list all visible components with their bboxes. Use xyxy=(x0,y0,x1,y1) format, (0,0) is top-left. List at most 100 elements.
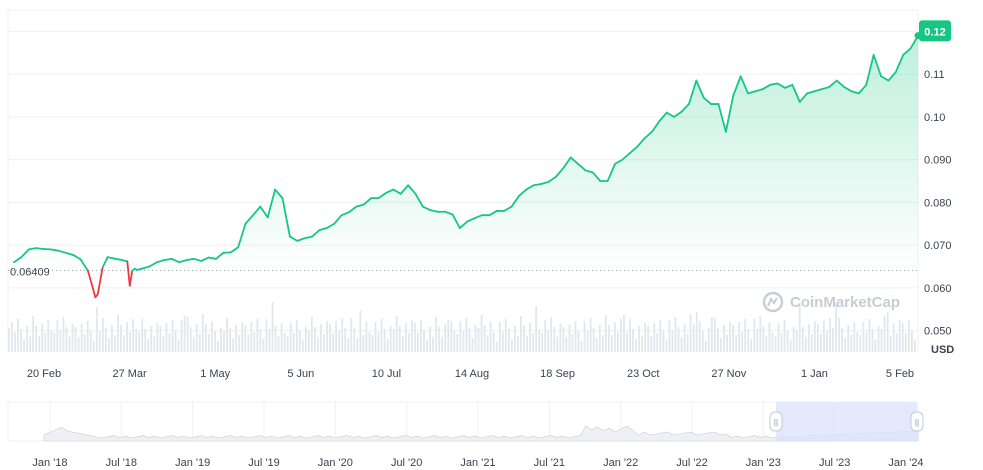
volume-bar xyxy=(526,336,528,352)
volume-bar xyxy=(904,333,907,352)
price-segment xyxy=(673,110,683,118)
price-segment xyxy=(761,83,772,90)
price-segment xyxy=(35,247,45,250)
price-segment xyxy=(274,188,284,200)
volume-bar xyxy=(750,339,753,352)
volume-bar xyxy=(620,319,622,352)
price-segment xyxy=(525,184,535,191)
price-segment xyxy=(57,249,67,254)
volume-bar xyxy=(547,330,550,352)
price-segment xyxy=(229,246,240,254)
price-segment xyxy=(451,213,461,229)
navigator-x-label: Jul '23 xyxy=(819,457,850,469)
x-tick-label: 27 Nov xyxy=(711,368,746,380)
volume-bar xyxy=(41,323,44,352)
volume-bar xyxy=(535,306,538,352)
volume-bar xyxy=(574,321,577,352)
volume-bar xyxy=(913,340,916,352)
last-price-tag-background xyxy=(919,20,951,42)
volume-bar xyxy=(562,327,565,352)
price-segment xyxy=(651,120,661,133)
volume-bar xyxy=(220,328,222,352)
volume-bar xyxy=(371,335,374,352)
price-segment xyxy=(628,145,639,155)
volume-bar xyxy=(98,331,101,352)
volume-bar xyxy=(510,339,513,352)
volume-bar xyxy=(129,332,131,352)
price-segment xyxy=(724,94,735,133)
range-navigator[interactable]: || || Jan '18 Jul '18 Jan '19 Jul '19 Jan '2… xyxy=(7,401,924,469)
volume-bar xyxy=(117,315,119,352)
y-tick-label: 0.10 xyxy=(924,112,945,124)
volume-bar xyxy=(120,325,122,352)
volume-bar xyxy=(359,311,362,352)
volume-bar xyxy=(880,329,883,352)
price-segment xyxy=(798,92,809,103)
volume-bar xyxy=(274,326,277,352)
volume-bar xyxy=(123,335,125,352)
volume-bar xyxy=(341,318,344,352)
volume-bar xyxy=(247,335,250,352)
volume-bar xyxy=(74,327,77,352)
volume-bar xyxy=(647,326,650,352)
price-segment xyxy=(806,90,816,95)
volume-bar xyxy=(683,324,686,352)
volume-bar xyxy=(662,330,665,352)
volume-bar xyxy=(89,331,92,352)
price-segment xyxy=(237,222,247,249)
volume-bar xyxy=(410,320,413,352)
volume-bar xyxy=(489,322,492,352)
volume-bar xyxy=(689,314,692,352)
volume-bar xyxy=(665,340,668,352)
volume-bar xyxy=(195,324,198,352)
price-segment xyxy=(739,75,749,95)
volume-bar xyxy=(707,328,710,352)
navigator-left-handle[interactable]: || xyxy=(769,411,783,432)
volume-bar xyxy=(798,303,801,352)
x-tick-label: 1 May xyxy=(200,368,230,380)
volume-bar xyxy=(459,321,462,352)
volume-bar xyxy=(292,333,295,352)
left-handle-grip-icon: || xyxy=(774,418,778,427)
volume-bar xyxy=(447,320,450,352)
volume-bar xyxy=(568,324,571,352)
volume-bar xyxy=(595,338,598,352)
volume-bar xyxy=(544,320,547,352)
price-segment xyxy=(784,83,794,89)
volume-bar xyxy=(356,338,359,352)
volume-bar xyxy=(180,320,183,352)
volume-bar xyxy=(541,333,544,352)
volume-bar xyxy=(177,340,180,352)
volume-bar xyxy=(235,325,238,352)
x-tick-label: 5 Jun xyxy=(287,368,314,380)
navigator-selection[interactable] xyxy=(776,402,917,441)
volume-bar xyxy=(298,330,301,352)
volume-bar xyxy=(565,337,568,352)
price-segment xyxy=(658,111,668,123)
price-segment xyxy=(887,71,897,82)
volume-bar xyxy=(780,333,783,352)
price-segment xyxy=(114,257,124,261)
volume-bar xyxy=(910,330,913,352)
volume-bar xyxy=(817,324,819,352)
volume-bar xyxy=(644,323,647,352)
volume-bar xyxy=(486,335,489,352)
volume-bar xyxy=(501,332,504,352)
price-segment xyxy=(880,75,890,82)
price-segment xyxy=(148,261,158,268)
volume-bar xyxy=(426,340,428,352)
volume-bar xyxy=(804,337,807,352)
x-tick-label: 1 Jan xyxy=(801,368,828,380)
price-segment xyxy=(902,47,912,56)
volume-bar xyxy=(214,331,216,352)
navigator-x-label: Jan '19 xyxy=(175,457,210,469)
volume-bar xyxy=(165,323,168,352)
volume-bar xyxy=(386,339,389,352)
navigator-right-handle[interactable]: || xyxy=(910,411,924,432)
volume-bar xyxy=(538,330,541,352)
volume-bar xyxy=(471,338,474,352)
navigator-x-label: Jul '21 xyxy=(534,457,565,469)
volume-bar xyxy=(20,329,22,352)
volume-bar xyxy=(111,325,113,352)
